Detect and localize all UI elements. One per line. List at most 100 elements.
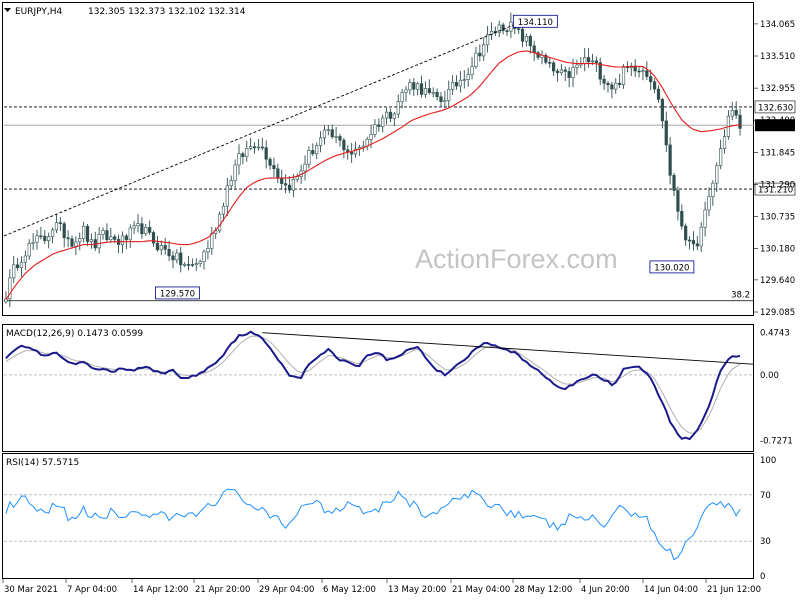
candle-body: [225, 185, 229, 207]
candle-body: [381, 117, 385, 127]
candle-body: [175, 252, 179, 261]
candle-body: [470, 66, 474, 75]
candle-body: [260, 146, 264, 149]
candle-body: [478, 52, 482, 57]
candle-body: [167, 248, 171, 257]
candle-body: [128, 227, 132, 241]
candle-body: [734, 109, 738, 116]
candle-body: [408, 82, 412, 91]
candle-body: [287, 184, 292, 191]
candle-body: [307, 150, 311, 165]
candle-body: [664, 120, 668, 146]
candle-body: [159, 245, 163, 251]
swing-label: 130.020: [654, 263, 689, 273]
candle-body: [439, 96, 443, 103]
candle-body: [505, 30, 509, 32]
candle-body: [575, 64, 579, 68]
candle-body: [47, 236, 51, 241]
candle-body: [85, 225, 90, 242]
candle-body: [58, 222, 62, 224]
macd-main-line: [5, 330, 741, 441]
price-tick-label: 131.845: [760, 148, 795, 158]
candle-body: [109, 236, 113, 241]
candle-body: [268, 158, 272, 166]
candle-body: [431, 92, 435, 94]
symbol-label: EURJPY,H4: [15, 7, 63, 17]
candle-body: [66, 237, 70, 240]
candle-body: [202, 251, 206, 262]
candle-body: [148, 227, 152, 233]
candle-body: [326, 129, 330, 131]
candle-body: [528, 35, 532, 47]
candle-body: [555, 70, 560, 73]
candle-body: [583, 57, 587, 65]
candle-body: [233, 164, 237, 181]
candle-body: [517, 28, 521, 30]
candle-body: [443, 100, 447, 103]
current-price-label: 132.314: [758, 122, 793, 132]
candle-body: [548, 62, 552, 64]
candle-body: [163, 245, 167, 250]
candle-body: [120, 235, 125, 245]
rsi-title: RSI(14) 57.5715: [6, 458, 79, 468]
price-tick-label: 130.735: [760, 213, 795, 223]
price-tick-label: 134.065: [760, 20, 795, 30]
rsi-tick-label: 100: [760, 456, 776, 466]
candle-body: [730, 109, 734, 117]
candle-body: [284, 183, 288, 186]
candle-body: [311, 150, 315, 155]
watermark: ActionForex.com: [415, 244, 618, 274]
candle-body: [198, 261, 202, 264]
candle-body: [687, 239, 692, 242]
candle-body: [559, 69, 563, 73]
candle-body: [649, 76, 653, 83]
candle-body: [703, 209, 707, 228]
price-panel-frame: [2, 2, 754, 316]
candle-body: [660, 99, 664, 122]
candle-body: [544, 55, 548, 63]
candle-body: [237, 153, 241, 166]
price-tick-label: 129.085: [760, 308, 795, 318]
candle-body: [598, 62, 602, 80]
candle-body: [249, 146, 253, 149]
candle-body: [641, 70, 645, 72]
candle-body: [427, 88, 431, 93]
candle-body: [194, 263, 198, 265]
candle-body: [719, 148, 723, 166]
candle-body: [27, 243, 31, 257]
swing-label-box: [649, 260, 695, 274]
candle-body: [144, 227, 148, 235]
candle-body: [563, 69, 567, 72]
dropdown-arrow-icon[interactable]: [4, 8, 11, 12]
time-tick-label: 21 Jun 12:00: [707, 585, 761, 595]
current-price-tag: [755, 119, 795, 132]
candle-body: [280, 177, 284, 184]
candle-body: [672, 174, 676, 191]
candle-body: [384, 111, 389, 119]
candle-body: [524, 35, 529, 42]
time-tick-label: 14 Apr 12:00: [133, 585, 188, 595]
candle-body: [105, 230, 109, 241]
candle-body: [404, 89, 408, 93]
candle-body: [62, 223, 66, 239]
price-tick-label: 131.290: [760, 180, 795, 190]
candle-body: [614, 82, 618, 90]
candle-body: [590, 60, 595, 63]
candle-body: [489, 30, 494, 35]
candle-body: [334, 136, 338, 138]
candle-body: [303, 163, 307, 172]
candle-body: [458, 79, 462, 87]
ohlc-values: 132.305 132.373 132.102 132.314: [88, 7, 246, 17]
candle-body: [31, 241, 35, 244]
candle-body: [715, 165, 719, 184]
candle-body: [330, 129, 334, 138]
candle-body: [416, 83, 420, 90]
candle-body: [637, 70, 641, 73]
candle-body: [8, 277, 12, 300]
candle-body: [272, 165, 276, 170]
candle-body: [15, 264, 20, 269]
candle-body: [412, 82, 416, 90]
candle-body: [210, 233, 214, 249]
time-tick-label: 30 Mar 2021: [4, 585, 58, 595]
